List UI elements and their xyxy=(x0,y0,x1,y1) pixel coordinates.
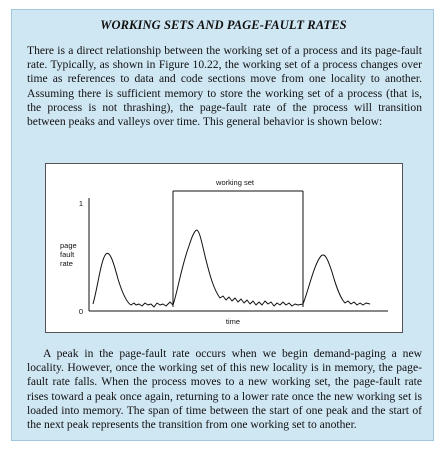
page-fault-figure: working set 1 0 page fault rate time xyxy=(45,163,403,333)
sidebar-box: WORKING SETS AND PAGE-FAULT RATES There … xyxy=(11,9,434,441)
working-set-label: working set xyxy=(215,178,255,187)
box-title: WORKING SETS AND PAGE-FAULT RATES xyxy=(100,18,347,32)
conclusion-paragraph: A peak in the page-fault rate occurs whe… xyxy=(27,347,422,432)
intro-paragraph: There is a direct relationship between t… xyxy=(27,44,422,129)
page-fault-plot: working set 1 0 page fault rate time xyxy=(60,178,388,326)
y-tick-top: 1 xyxy=(79,199,83,208)
y-tick-bottom: 0 xyxy=(79,307,83,316)
y-axis-label: page fault rate xyxy=(60,241,79,268)
page-fault-rate-curve xyxy=(92,229,371,308)
x-axis-label: time xyxy=(226,317,240,326)
